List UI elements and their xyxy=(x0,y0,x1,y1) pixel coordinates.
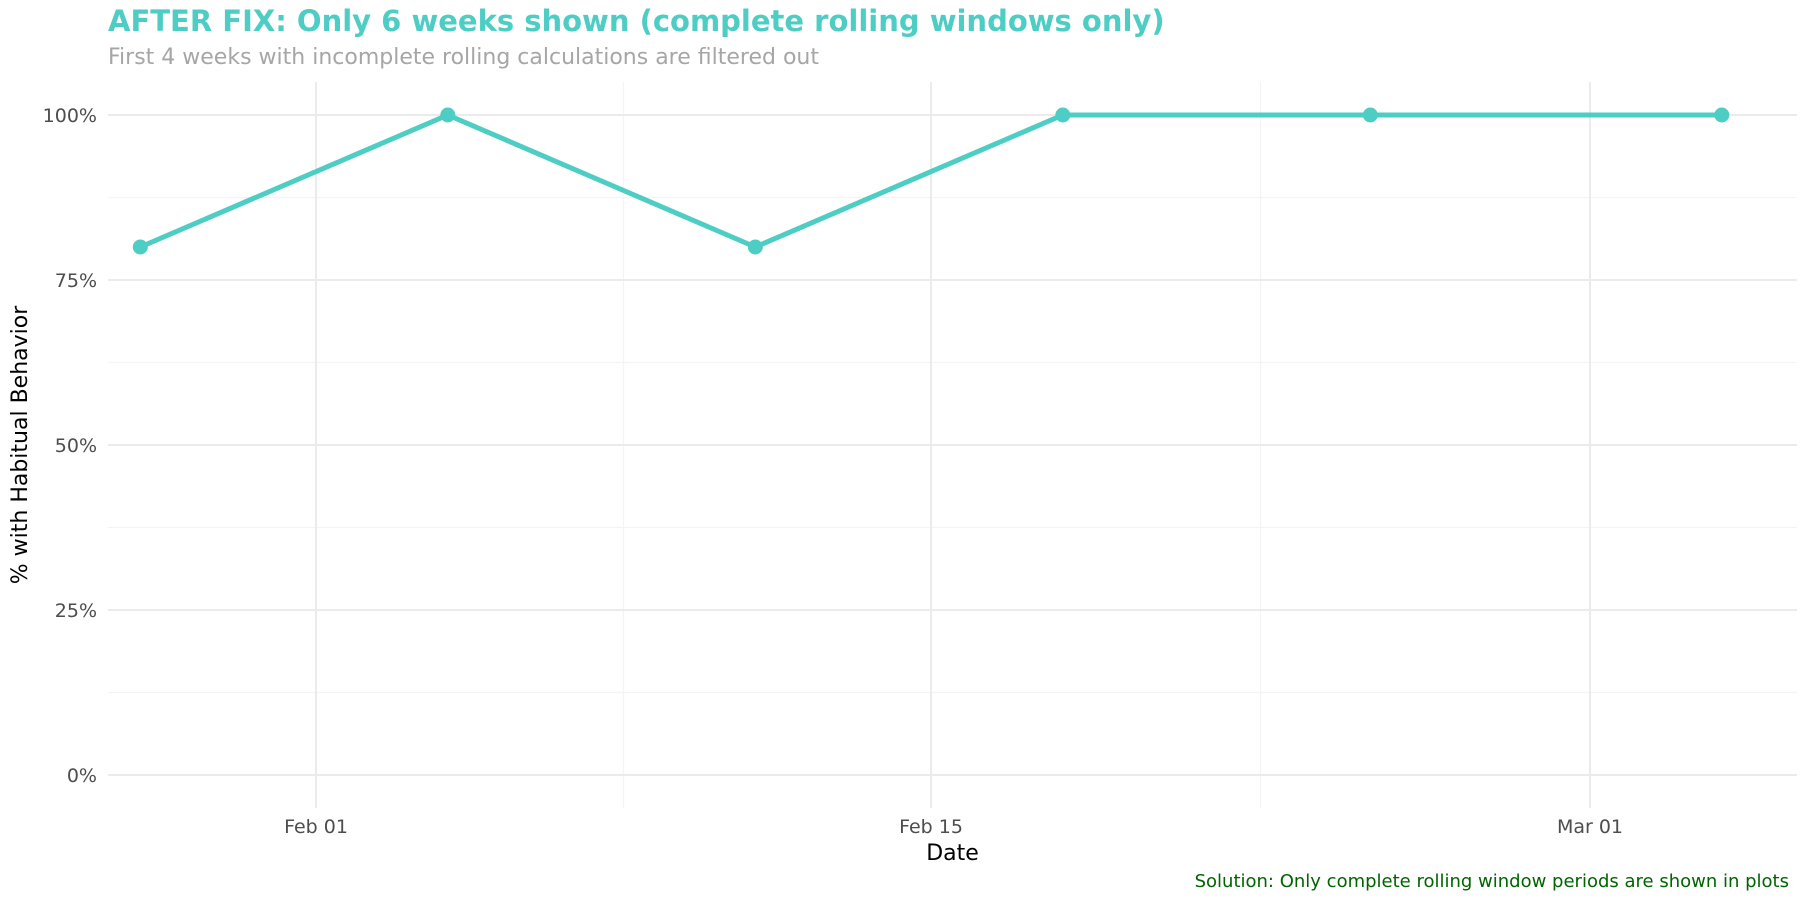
x-axis-tick-labels: Feb 01 Feb 15 Mar 01 xyxy=(284,816,1623,838)
y-tick-label: 100% xyxy=(43,105,97,127)
data-point xyxy=(132,239,148,255)
x-tick-label: Feb 01 xyxy=(284,816,348,838)
y-axis-tick-labels: 0% 25% 50% 75% 100% xyxy=(43,105,97,787)
data-point xyxy=(1055,107,1071,123)
data-point xyxy=(440,107,456,123)
y-tick-label: 25% xyxy=(55,600,97,622)
data-point xyxy=(747,239,763,255)
series-points xyxy=(132,107,1730,255)
y-tick-label: 75% xyxy=(55,270,97,292)
y-axis-title: % with Habitual Behavior xyxy=(8,305,33,584)
y-tick-label: 50% xyxy=(55,435,97,457)
chart-subtitle: First 4 weeks with incomplete rolling ca… xyxy=(108,45,819,70)
series-line xyxy=(137,112,1725,250)
x-tick-label: Feb 15 xyxy=(899,816,963,838)
chart-title: AFTER FIX: Only 6 weeks shown (complete … xyxy=(108,4,1165,38)
x-axis-title: Date xyxy=(926,841,979,866)
y-tick-label: 0% xyxy=(67,765,97,787)
gridlines xyxy=(108,82,1797,808)
x-tick-label: Mar 01 xyxy=(1557,816,1623,838)
data-point xyxy=(1362,107,1378,123)
chart-caption: Solution: Only complete rolling window p… xyxy=(1194,871,1789,892)
data-point xyxy=(1714,107,1730,123)
series-line-path xyxy=(137,112,1725,250)
